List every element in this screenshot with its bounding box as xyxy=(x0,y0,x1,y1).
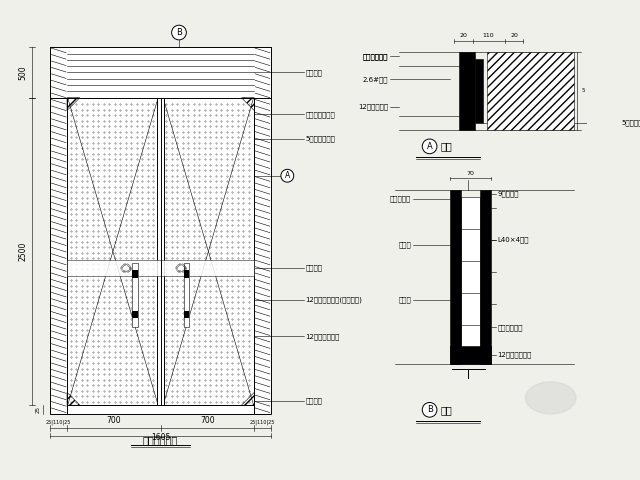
Bar xyxy=(51,47,67,414)
Text: 外墙不锈钢板: 外墙不锈钢板 xyxy=(497,324,523,331)
Bar xyxy=(486,52,573,130)
Bar xyxy=(67,260,254,276)
Text: B: B xyxy=(176,28,182,37)
Text: 20: 20 xyxy=(460,33,467,38)
Bar xyxy=(67,98,159,405)
Bar xyxy=(450,346,491,364)
Bar xyxy=(480,190,491,364)
Text: 水嵌条: 水嵌条 xyxy=(399,241,412,248)
Text: 2.6#钢铁: 2.6#钢铁 xyxy=(363,76,388,83)
Text: 1605: 1605 xyxy=(151,433,170,442)
Text: 外墙不锈钢板: 外墙不锈钢板 xyxy=(363,53,388,60)
Text: 70: 70 xyxy=(467,171,474,176)
Text: 玻璃门立面图: 玻璃门立面图 xyxy=(143,435,179,445)
Bar xyxy=(254,47,271,414)
Bar xyxy=(132,311,138,318)
Bar xyxy=(163,98,254,405)
Bar xyxy=(132,263,138,327)
Text: 水嵌条: 水嵌条 xyxy=(399,296,412,303)
Text: 500: 500 xyxy=(19,65,28,80)
Text: 700: 700 xyxy=(106,416,121,424)
Text: 5厚橡胶密封: 5厚橡胶密封 xyxy=(621,119,640,126)
Text: B: B xyxy=(427,405,433,414)
Circle shape xyxy=(281,169,294,182)
Bar xyxy=(184,270,189,277)
Text: 700: 700 xyxy=(200,416,215,424)
Ellipse shape xyxy=(525,382,576,414)
Text: 25|110|25: 25|110|25 xyxy=(46,419,72,424)
Circle shape xyxy=(172,25,186,40)
Circle shape xyxy=(422,139,437,154)
Text: 25|110|25: 25|110|25 xyxy=(250,419,275,424)
Bar xyxy=(476,59,483,122)
Bar xyxy=(157,98,164,405)
Bar xyxy=(450,190,461,364)
Text: 12厚钢化玻璃门(磨砂玻璃): 12厚钢化玻璃门(磨砂玻璃) xyxy=(306,296,362,303)
Text: 断桥铝边框: 断桥铝边框 xyxy=(390,195,412,202)
Bar xyxy=(184,263,189,327)
Bar xyxy=(461,197,480,357)
Text: 地弹门锁: 地弹门锁 xyxy=(306,264,323,271)
Text: 110: 110 xyxy=(483,33,494,38)
Text: 2500: 2500 xyxy=(19,242,28,261)
Text: 大样: 大样 xyxy=(440,142,452,151)
Text: 25: 25 xyxy=(35,406,40,413)
Text: 大样: 大样 xyxy=(440,405,452,415)
Text: 玻璃不锈钢门手: 玻璃不锈钢门手 xyxy=(306,111,335,118)
Text: 外墙装饰: 外墙装饰 xyxy=(306,69,323,76)
Text: L40×4角钢: L40×4角钢 xyxy=(497,237,529,243)
Text: 9厚玻璃丝: 9厚玻璃丝 xyxy=(497,191,519,197)
Text: 不锈钢夹: 不锈钢夹 xyxy=(306,397,323,404)
Bar xyxy=(184,311,189,318)
Text: 5厚橡胶密封条: 5厚橡胶密封条 xyxy=(306,136,335,143)
Bar xyxy=(51,47,271,98)
Bar xyxy=(459,52,476,130)
Bar xyxy=(132,270,138,277)
Text: 12厚钢化玻璃: 12厚钢化玻璃 xyxy=(358,104,388,110)
Text: 20: 20 xyxy=(510,33,518,38)
Text: 外墙不锈钢板: 外墙不锈钢板 xyxy=(363,53,388,60)
Text: 12厚钢化玻璃门: 12厚钢化玻璃门 xyxy=(306,333,340,340)
Circle shape xyxy=(422,402,437,417)
Text: A: A xyxy=(285,171,290,180)
Bar xyxy=(67,405,254,414)
Text: A: A xyxy=(427,142,433,151)
Text: 12厚钢化玻璃门: 12厚钢化玻璃门 xyxy=(497,351,532,358)
Text: 5: 5 xyxy=(582,88,586,93)
